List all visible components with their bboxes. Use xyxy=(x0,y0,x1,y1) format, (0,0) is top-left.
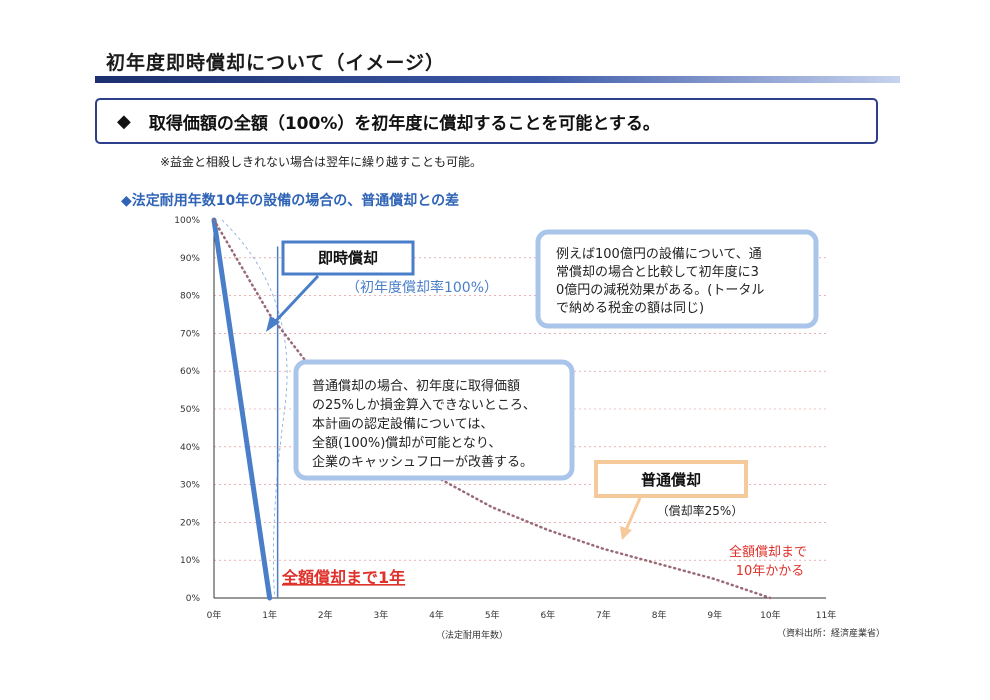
x-tick-label: 4年 xyxy=(429,609,444,621)
x-tick-label: 1年 xyxy=(262,609,277,621)
gap-bracket xyxy=(221,219,288,599)
explain-text-line: 企業のキャッシュフローが改善する。 xyxy=(312,454,533,470)
headline-text: 取得価額の全額（100%）を初年度に償却することを可能とする。 xyxy=(148,113,660,134)
y-tick-label: 50% xyxy=(180,405,200,415)
x-tick-label: 5年 xyxy=(485,609,500,621)
y-tick-label: 0% xyxy=(186,594,201,604)
carryover-note: ※益金と相殺しきれない場合は翌年に繰り越すことも可能。 xyxy=(160,155,483,169)
page-title: 初年度即時償却について（イメージ） xyxy=(106,52,446,74)
example-text-line: 例えば100億円の設備について、通 xyxy=(556,246,762,262)
immediate-label: 即時償却 xyxy=(318,249,378,267)
chart-subheading: ◆法定耐用年数10年の設備の場合の、普通償却との差 xyxy=(121,193,460,209)
explain-text-line: 全額(100%)償却が可能となり、 xyxy=(312,435,501,451)
full-ten-years-line1: 全額償却まで xyxy=(729,544,807,560)
full-ten-years-line2: 10年かかる xyxy=(736,564,805,579)
explain-text-line: の25%しか損金算入できないところ、 xyxy=(312,397,536,413)
x-tick-label: 11年 xyxy=(816,609,836,621)
arrow-normal xyxy=(624,497,642,531)
y-tick-label: 100% xyxy=(174,216,200,226)
explain-text-line: 本計画の認定設備については、 xyxy=(312,416,493,432)
y-tick-label: 60% xyxy=(180,367,200,377)
x-tick-label: 0年 xyxy=(207,609,222,621)
y-tick-label: 10% xyxy=(180,556,200,566)
y-tick-label: 20% xyxy=(180,518,200,528)
source-note: （資料出所：経済産業省） xyxy=(777,627,885,639)
x-tick-label: 7年 xyxy=(596,609,611,621)
normal-rate-label: （償却率25%） xyxy=(657,503,744,518)
normal-label-box xyxy=(594,460,748,498)
example-text-line: で納める税金の額は同じ) xyxy=(556,300,704,316)
y-tick-label: 30% xyxy=(180,481,200,491)
normal-label: 普通償却 xyxy=(641,471,701,489)
arrow-normal-head xyxy=(620,526,632,540)
y-tick-label: 90% xyxy=(180,254,200,264)
x-tick-label: 8年 xyxy=(652,609,667,621)
example-text-line: 0億円の減税効果がある。(トータル xyxy=(556,282,764,298)
example-callout-box xyxy=(535,229,819,329)
x-tick-label: 3年 xyxy=(374,609,389,621)
x-tick-label: 2年 xyxy=(318,609,333,621)
immediate-label-box xyxy=(281,240,415,276)
arrow-immediate-head xyxy=(266,316,280,332)
diamond-icon: ◆ xyxy=(117,110,131,132)
x-tick-label: 6年 xyxy=(540,609,555,621)
y-tick-label: 70% xyxy=(180,329,200,339)
y-tick-label: 80% xyxy=(180,292,200,302)
x-axis-label: （法定耐用年数） xyxy=(436,629,508,641)
immediate-rate-label: （初年度償却率100%） xyxy=(346,279,498,296)
x-tick-label: 9年 xyxy=(707,609,722,621)
y-tick-label: 40% xyxy=(180,443,200,453)
explain-callout-box xyxy=(293,359,575,481)
full-one-year-label: 全額償却まで1年 xyxy=(281,568,405,587)
arrow-immediate xyxy=(270,274,320,327)
example-text-line: 常償却の場合と比較して初年度に3 xyxy=(556,264,759,280)
explain-text-line: 普通償却の場合、初年度に取得価額 xyxy=(312,378,520,394)
title-rule xyxy=(95,76,900,83)
x-tick-label: 10年 xyxy=(760,609,780,621)
headline-box: ◆ 取得価額の全額（100%）を初年度に償却することを可能とする。 xyxy=(95,98,878,144)
series-line-immediate xyxy=(211,217,273,601)
